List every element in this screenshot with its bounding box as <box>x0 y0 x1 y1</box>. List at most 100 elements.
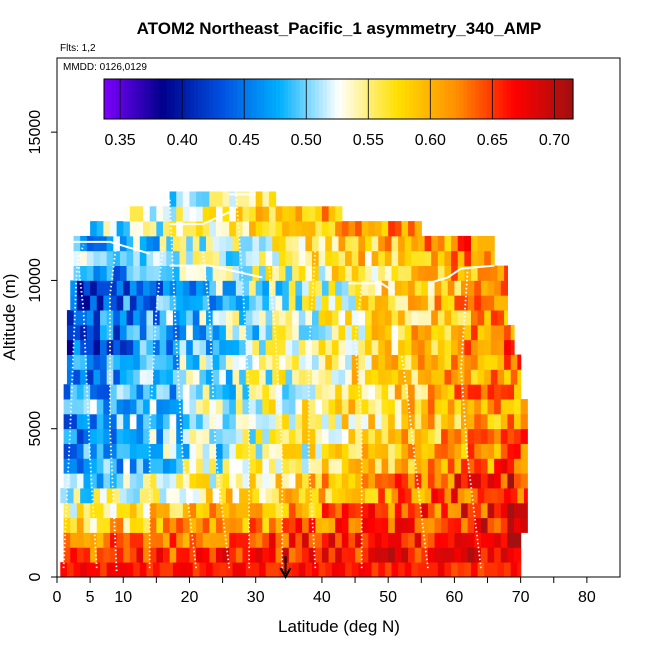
heatmap-cell <box>312 354 320 370</box>
heatmap-cell <box>358 310 366 326</box>
heatmap-cell <box>176 206 184 222</box>
heatmap-cell <box>143 295 151 311</box>
heatmap-cell <box>321 413 330 430</box>
heatmap-cell <box>76 399 85 415</box>
heatmap-cell <box>434 295 442 311</box>
heatmap-cell <box>179 310 187 326</box>
heatmap-cell <box>215 502 224 519</box>
colorbar-swatch <box>451 79 457 119</box>
heatmap-cell <box>457 250 465 266</box>
colorbar-swatch <box>311 79 316 119</box>
heatmap-cell <box>335 517 343 533</box>
heatmap-cell <box>444 369 452 385</box>
heatmap-cell <box>116 280 124 296</box>
heatmap-cell <box>278 265 287 281</box>
heatmap-cell <box>129 428 138 444</box>
heatmap-cell <box>394 458 403 474</box>
colorbar-swatch <box>393 79 398 119</box>
heatmap-cell <box>520 428 528 444</box>
heatmap-cell <box>219 235 227 252</box>
heatmap-cell <box>490 339 499 355</box>
heatmap-cell <box>265 250 273 266</box>
colorbar-swatch <box>510 79 515 119</box>
heatmap-cell <box>136 206 144 222</box>
heatmap-cell <box>123 221 131 237</box>
heatmap-cell <box>249 443 257 459</box>
heatmap-cell <box>255 502 263 519</box>
heatmap-cell <box>202 384 210 400</box>
heatmap-cell <box>126 562 134 577</box>
heatmap-cell <box>222 458 230 474</box>
heatmap-cell <box>457 265 465 281</box>
heatmap-cell <box>384 265 393 281</box>
heatmap-cell <box>315 399 323 415</box>
heatmap-cell <box>199 354 207 370</box>
colorbar-swatch <box>483 79 488 119</box>
heatmap-cell <box>239 488 247 504</box>
heatmap-cell <box>295 517 303 533</box>
heatmap-cell <box>215 206 224 222</box>
heatmap-cell <box>500 502 508 519</box>
heatmap-cell <box>80 250 88 266</box>
heatmap-cell <box>437 250 446 266</box>
heatmap-cell <box>225 265 234 281</box>
heatmap-cell <box>166 369 174 385</box>
heatmap-cell <box>467 532 475 548</box>
heatmap-cell <box>384 339 393 355</box>
heatmap-cell <box>494 399 502 415</box>
heatmap-cell <box>176 221 184 237</box>
heatmap-cell <box>222 473 230 489</box>
heatmap-cell <box>500 428 508 444</box>
heatmap-cell <box>364 369 373 385</box>
heatmap-cell <box>196 221 204 237</box>
colorbar-swatch <box>166 79 172 119</box>
heatmap-cell <box>252 235 260 252</box>
heatmap-cell <box>149 399 157 415</box>
heatmap-cell <box>308 502 316 519</box>
heatmap-cell <box>451 488 459 504</box>
heatmap-cell <box>504 562 512 577</box>
colorbar-swatch <box>334 79 340 119</box>
heatmap-cell <box>401 280 409 296</box>
heatmap-cell <box>467 517 475 533</box>
heatmap-cell <box>374 280 383 296</box>
colorbar-swatch <box>436 79 441 119</box>
colorbar: 0.35 0.40 0.45 0.50 0.55 0.60 0.65 0.70 <box>103 78 574 149</box>
heatmap-cell <box>288 502 297 519</box>
x-tick-label: 60 <box>446 589 464 606</box>
heatmap-cell <box>103 295 111 311</box>
heatmap-cell <box>156 295 164 311</box>
heatmap-cell <box>162 443 171 459</box>
heatmap-cell <box>292 310 300 326</box>
heatmap-cell <box>63 458 71 474</box>
heatmap-cell <box>507 428 515 444</box>
heatmap-cell <box>398 369 406 385</box>
heatmap-cell <box>371 369 379 385</box>
heatmap-cell <box>90 443 98 459</box>
heatmap-cell <box>414 502 422 519</box>
heatmap-cell <box>116 443 124 459</box>
heatmap-cell <box>182 191 191 207</box>
heatmap-cell <box>285 250 293 266</box>
heatmap-cell <box>408 221 416 237</box>
heatmap-cell <box>265 235 273 252</box>
heatmap-cell <box>401 295 409 311</box>
heatmap-cell <box>249 280 257 296</box>
heatmap-cell <box>83 295 91 311</box>
heatmap-cell <box>408 532 416 548</box>
heatmap-cell <box>315 384 323 400</box>
colorbar-swatch <box>123 79 129 119</box>
heatmap-cell <box>381 458 389 474</box>
heatmap-cell <box>504 369 512 385</box>
heatmap-cell <box>381 502 389 519</box>
heatmap-cell <box>437 369 446 385</box>
heatmap-cell <box>113 310 121 326</box>
heatmap-cell <box>477 369 485 385</box>
colorbar-swatch <box>479 79 484 119</box>
heatmap-cell <box>232 250 240 266</box>
heatmap-cell <box>335 295 343 311</box>
heatmap-cell <box>480 473 489 489</box>
heatmap-cell <box>484 310 492 326</box>
heatmap-cell <box>126 369 134 385</box>
heatmap-cell <box>162 413 171 430</box>
